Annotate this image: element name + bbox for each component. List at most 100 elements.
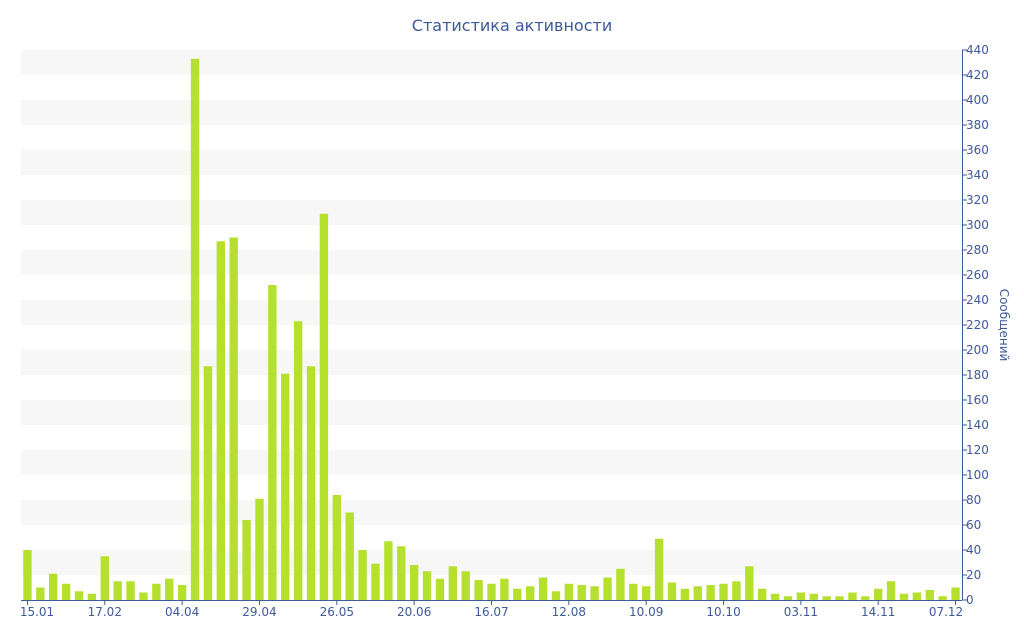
bar xyxy=(113,581,122,600)
y-tick-label: 20 xyxy=(966,568,981,582)
bar xyxy=(538,577,548,600)
bar xyxy=(319,213,329,600)
bar xyxy=(216,241,225,600)
bar xyxy=(293,321,303,600)
bar xyxy=(255,498,264,600)
grid-band xyxy=(21,500,962,525)
bar xyxy=(745,566,754,600)
bar xyxy=(100,556,109,600)
bar xyxy=(525,586,535,600)
bar xyxy=(693,586,702,600)
bar xyxy=(783,596,793,600)
x-tick-label: 07.12 xyxy=(929,605,963,619)
bar xyxy=(886,581,896,600)
x-tick-label: 15.01 xyxy=(20,605,54,619)
x-tick-label: 12.08 xyxy=(552,605,586,619)
bar xyxy=(345,512,354,600)
bar xyxy=(87,593,97,600)
y-axis: 0 20 40 60 80 100 120 140 160 180 200 220 240 260 280 3… xyxy=(962,43,989,607)
bar xyxy=(61,583,71,600)
bar xyxy=(513,588,522,600)
y-tick-label: 0 xyxy=(966,593,974,607)
bar xyxy=(126,581,135,600)
bar xyxy=(177,585,187,600)
y-tick-label: 360 xyxy=(966,143,989,157)
bar-series xyxy=(23,58,960,600)
bar xyxy=(835,596,844,600)
x-tick-label: 17.02 xyxy=(88,605,122,619)
y-tick-label: 380 xyxy=(966,118,989,132)
bar xyxy=(938,596,947,600)
y-axis-label: Сообщений xyxy=(997,289,1011,362)
bar xyxy=(770,593,780,600)
grid-band xyxy=(21,250,962,275)
bar xyxy=(564,583,574,600)
bar xyxy=(165,578,174,600)
y-tick-label: 120 xyxy=(966,443,989,457)
grid-band xyxy=(21,450,962,475)
bar xyxy=(641,586,651,600)
bar xyxy=(36,587,45,600)
bar xyxy=(616,568,625,600)
y-tick-label: 280 xyxy=(966,243,989,257)
bar xyxy=(461,571,470,600)
grid-band xyxy=(21,150,962,175)
bar xyxy=(371,563,380,600)
x-tick-label: 20.06 xyxy=(397,605,431,619)
bar xyxy=(229,237,238,600)
bar xyxy=(139,592,148,600)
bar xyxy=(397,546,406,600)
bar xyxy=(680,588,690,600)
bar xyxy=(500,578,509,600)
chart-title: Статистика активности xyxy=(412,16,612,35)
y-tick-label: 420 xyxy=(966,68,989,82)
x-tick-label: 16.07 xyxy=(474,605,508,619)
bar xyxy=(912,592,922,600)
bar xyxy=(190,58,200,600)
y-tick-label: 80 xyxy=(966,493,981,507)
y-tick-label: 220 xyxy=(966,318,989,332)
bar xyxy=(667,582,677,600)
bar xyxy=(268,285,277,600)
grid-band xyxy=(21,550,962,575)
bar xyxy=(203,366,213,600)
bar xyxy=(474,580,483,600)
bar xyxy=(590,586,599,600)
y-tick-label: 260 xyxy=(966,268,989,282)
y-tick-label: 100 xyxy=(966,468,989,482)
x-tick-label: 14.11 xyxy=(861,605,895,619)
bar xyxy=(487,583,496,600)
y-tick-label: 440 xyxy=(966,43,989,57)
bar xyxy=(281,373,290,600)
grid-band xyxy=(21,400,962,425)
y-tick-label: 320 xyxy=(966,193,989,207)
bar xyxy=(448,566,458,600)
bar xyxy=(654,538,664,600)
x-tick-label: 29.04 xyxy=(242,605,276,619)
bar xyxy=(306,366,316,600)
grid-band xyxy=(21,300,962,325)
bar xyxy=(332,495,342,600)
bar xyxy=(242,520,251,600)
bar xyxy=(874,588,883,600)
bar xyxy=(629,583,638,600)
y-tick-label: 300 xyxy=(966,218,989,232)
y-tick-label: 160 xyxy=(966,393,989,407)
y-tick-label: 200 xyxy=(966,343,989,357)
bar xyxy=(577,585,586,600)
bar xyxy=(732,581,741,600)
bar xyxy=(796,592,806,600)
y-tick-label: 240 xyxy=(966,293,989,307)
bar xyxy=(758,588,767,600)
bar xyxy=(603,577,612,600)
y-tick-label: 340 xyxy=(966,168,989,182)
x-tick-label: 04.04 xyxy=(165,605,199,619)
bar xyxy=(74,591,84,600)
bar xyxy=(706,585,715,600)
bar xyxy=(23,550,32,600)
bar xyxy=(384,541,393,600)
x-tick-label: 26.05 xyxy=(320,605,354,619)
bar xyxy=(49,573,58,600)
x-tick-label: 03.11 xyxy=(784,605,818,619)
